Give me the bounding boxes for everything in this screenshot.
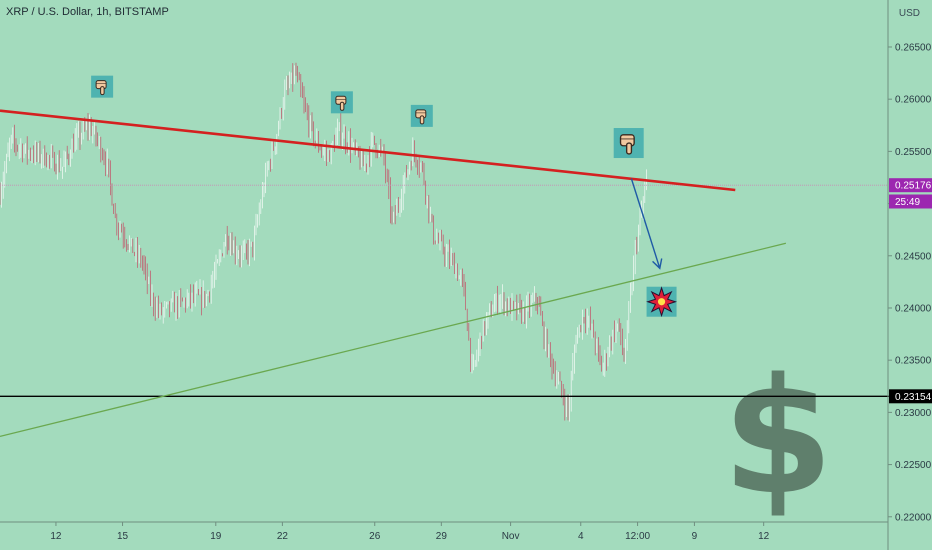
price-tag — [889, 389, 932, 404]
pointing-down-hand-icon[interactable] — [410, 104, 433, 127]
pointing-down-hand-icon[interactable] — [613, 128, 644, 159]
price-tag-label: 25:49 — [895, 197, 920, 208]
y-tick-label: 0.25500 — [895, 147, 932, 158]
price-tag — [889, 178, 932, 193]
pointing-down-hand-icon[interactable] — [330, 91, 353, 114]
resistance-trend-line[interactable] — [0, 109, 736, 192]
pointing-down-hand-icon[interactable] — [91, 75, 114, 98]
x-tick-label: 12 — [758, 531, 770, 542]
y-tick-label: 0.26500 — [895, 42, 932, 53]
y-tick-label: 0.22500 — [895, 460, 932, 471]
collision-icon[interactable] — [646, 286, 677, 318]
y-tick-label: 0.26000 — [895, 95, 932, 106]
y-tick-label: 0.23500 — [895, 356, 932, 367]
y-tick-label: 0.24000 — [895, 303, 932, 314]
dollar-sign-icon: $ — [722, 343, 833, 530]
x-tick-label: 26 — [369, 531, 381, 542]
x-tick-label: 29 — [436, 531, 448, 542]
chart-title: XRP / U.S. Dollar, 1h, BITSTAMP — [6, 6, 169, 18]
x-tick-label: 19 — [210, 531, 222, 542]
x-tick-label: Nov — [502, 531, 520, 542]
y-tick-label: 0.22000 — [895, 512, 932, 523]
price-tag-label: 0.25176 — [895, 181, 932, 192]
arrow-line[interactable] — [630, 178, 661, 269]
x-tick-label: 12:00 — [625, 531, 650, 542]
x-tick-label: 4 — [578, 531, 584, 542]
x-tick-label: 22 — [277, 531, 289, 542]
currency-label: USD — [898, 8, 920, 19]
x-tick-label: 15 — [117, 531, 129, 542]
arrow-head — [652, 258, 663, 270]
price-tag — [889, 194, 932, 209]
uptrend-line[interactable] — [0, 242, 787, 438]
y-tick-label: 0.24500 — [895, 251, 932, 262]
x-tick-label: 9 — [692, 531, 698, 542]
price-tag-label: 0.23154 — [895, 392, 932, 403]
x-tick-label: 12 — [50, 531, 62, 542]
y-tick-label: 0.23000 — [895, 408, 932, 419]
